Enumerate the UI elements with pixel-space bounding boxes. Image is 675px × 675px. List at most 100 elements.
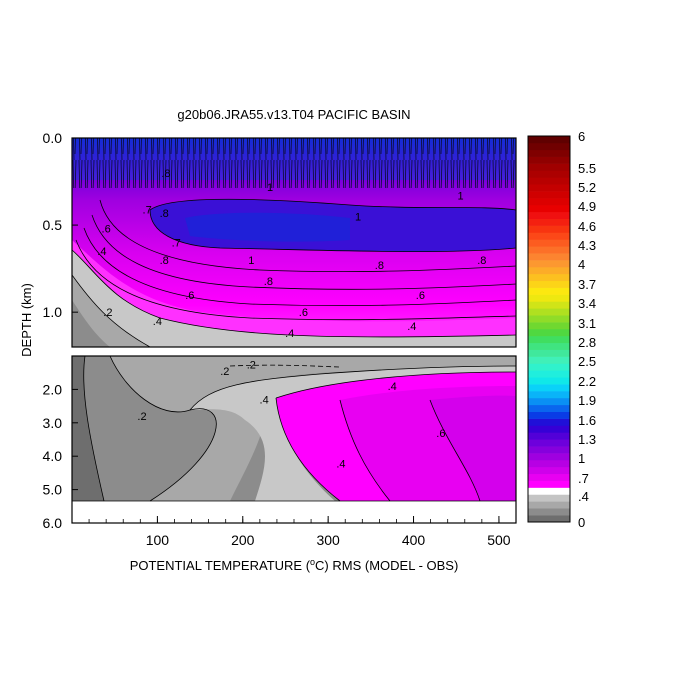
colorbar-swatch [528, 356, 570, 364]
colorbar-swatch [528, 136, 570, 144]
contour-line [99, 199, 516, 273]
contour-line [109, 356, 217, 502]
colorbar-label: 1.9 [578, 393, 596, 408]
colorbar-swatch [528, 494, 570, 502]
colorbar-swatch [528, 411, 570, 419]
colorbar-swatch [528, 156, 570, 164]
colorbar-swatch [528, 170, 570, 178]
x-tick-label: 200 [231, 532, 255, 548]
colorbar-label: 3.7 [578, 277, 596, 292]
x-tick-label: 100 [146, 532, 170, 548]
contour-line [91, 214, 516, 290]
y-tick-label: 5.0 [43, 482, 63, 498]
x-tick-label: 400 [402, 532, 426, 548]
contour-label: .8 [161, 168, 170, 180]
colorbar-swatch [528, 342, 570, 350]
colorbar-swatch [528, 211, 570, 220]
colorbar-labels: 0 .4 .7 1 1.3 1.6 1.9 2.2 2.5 2.8 3.1 3.4 3.7 4 4.3 4.6… [578, 129, 596, 530]
colorbar-swatch [528, 280, 570, 288]
colorbar-swatch [528, 177, 570, 185]
colorbar-swatch [528, 239, 570, 247]
colorbar-swatch [528, 142, 570, 151]
colorbar-label: 0 [578, 515, 585, 530]
colorbar-label: 1.3 [578, 432, 596, 447]
colorbar-swatch [528, 294, 570, 302]
colorbar-swatch [528, 418, 570, 426]
contour-label: 1 [457, 190, 463, 202]
colorbar-swatch [528, 473, 570, 481]
colorbar-swatch [528, 308, 570, 316]
contour-label: .4 [388, 381, 397, 393]
colorbar-swatch [528, 163, 570, 171]
contour-label: .7 [143, 204, 152, 216]
lower-gray-light [110, 356, 516, 501]
colorbar-label: 2.8 [578, 335, 596, 350]
colorbar-label: 4 [578, 257, 585, 272]
lower-gray-dark [72, 356, 104, 501]
colorbar-label: 2.2 [578, 374, 596, 389]
colorbar-swatch [528, 363, 570, 371]
contour-label: .8 [264, 276, 273, 288]
contour-line [83, 227, 516, 307]
colorbar-swatch [528, 266, 570, 275]
x-axis-label: POTENTIAL TEMPERATURE (oC) RMS (MODEL - … [130, 557, 459, 573]
colorbar-swatch [528, 404, 570, 413]
lower-panel-frame [71, 355, 517, 524]
contour-label: .4 [153, 316, 162, 328]
y-tick-label: 2.0 [43, 381, 63, 397]
y-tick-label: 0.0 [43, 130, 63, 146]
contour-label: .6 [299, 307, 308, 319]
colorbar-swatch [528, 391, 570, 399]
colorbar-label: 4.3 [578, 238, 596, 253]
colorbar-label: 4.9 [578, 199, 596, 214]
colorbar-frame [527, 135, 571, 523]
lower-bottom-white [72, 501, 516, 523]
colorbar-swatch [528, 425, 570, 433]
contour-label: .8 [160, 255, 169, 267]
upper-gray-dark [72, 300, 110, 347]
contour-label: .6 [416, 290, 425, 302]
upper-pink-band [72, 240, 516, 337]
colorbar-swatch [528, 453, 570, 461]
contour-label: .2 [247, 359, 256, 371]
colorbar-swatch [528, 480, 570, 488]
colorbar-swatch [528, 446, 570, 454]
lower-contour-labels: .2 .2 .2 .4 .4 .6 .4 [137, 359, 445, 470]
colorbar-swatch [528, 377, 570, 385]
contour-line [189, 365, 516, 411]
contour-line [72, 274, 151, 347]
contour-label: .4 [336, 459, 345, 471]
lower-gray-lighter [190, 366, 516, 501]
contour-label: .4 [407, 321, 416, 333]
contour-label: 1 [267, 182, 273, 194]
contour-label: .2 [220, 366, 229, 378]
y-axis-label: DEPTH (km) [19, 283, 34, 357]
contour-line [229, 364, 341, 368]
x-axis-ticks: 100 200 300 400 500 [146, 516, 511, 548]
colorbar-swatch [528, 191, 570, 199]
colorbar-swatch [528, 459, 570, 468]
colorbar-swatch [528, 149, 570, 157]
colorbar-swatch [528, 184, 570, 192]
contour-label: .4 [285, 328, 294, 340]
contour-line [72, 249, 516, 338]
contour-label: .2 [137, 411, 146, 423]
chart-title: g20b06.JRA55.v13.T04 PACIFIC BASIN [177, 107, 410, 122]
contour-line [275, 397, 341, 502]
colorbar-swatch [528, 349, 570, 357]
y-axis-ticks-lower: 2.0 3.0 4.0 5.0 6.0 [43, 381, 78, 531]
contour-label: .6 [185, 290, 194, 302]
colorbar-swatch [528, 315, 570, 323]
upper-surface-hatch [72, 138, 516, 188]
colorbar-label: 6 [578, 129, 585, 144]
x-tick-label: 500 [487, 532, 511, 548]
contour-line [83, 356, 105, 502]
colorbar-swatch [528, 515, 570, 523]
colorbar-label: 1.6 [578, 413, 596, 428]
colorbar-swatch [528, 198, 570, 206]
colorbar-swatch [528, 287, 570, 295]
colorbar-swatch [528, 246, 570, 254]
contour-line [149, 209, 516, 253]
